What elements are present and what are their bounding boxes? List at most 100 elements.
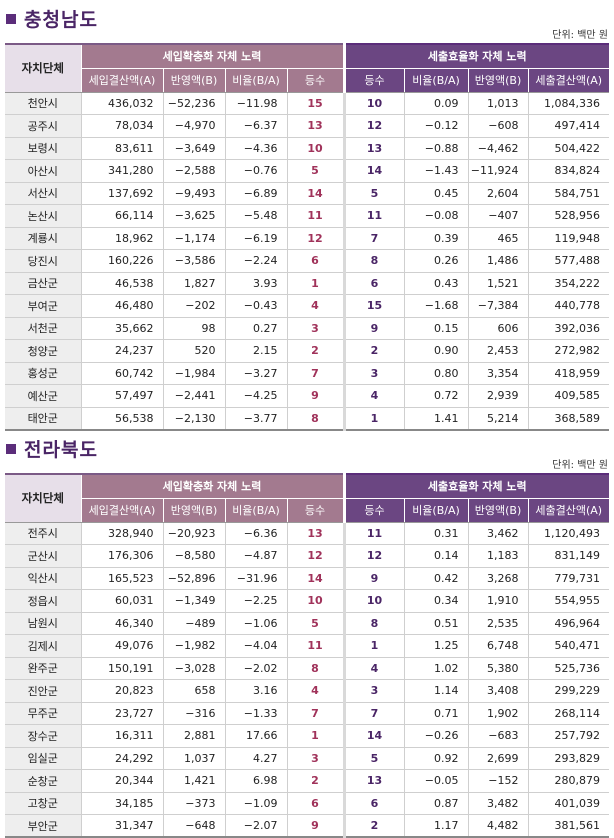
square-bullet-icon (6, 14, 16, 24)
table-row: 예산군 57,497 −2,441 −4.25 9 4 0.72 2,939 409,585 (5, 384, 609, 408)
expense-rank: 2 (342, 814, 404, 838)
section-title: 전라북도 (6, 436, 98, 461)
revenue-ratio: −1.33 (224, 702, 287, 725)
expense-ratio: 0.26 (403, 249, 468, 273)
revenue-reflected: −3,586 (162, 249, 225, 273)
col-header: 반영액(B) (467, 67, 528, 93)
revenue-reflected: −3,028 (162, 657, 225, 680)
revenue-reflected: −52,236 (162, 92, 225, 115)
table-row: 군산시 176,306 −8,580 −4.87 12 12 0.14 1,183 831,14… (5, 544, 609, 568)
revenue-settlement: 150,191 (80, 657, 163, 680)
table-row: 아산시 341,280 −2,588 −0.76 5 14 −1.43 −11,924 834,… (5, 159, 609, 183)
revenue-settlement: 57,497 (80, 384, 163, 408)
expense-rank: 1 (342, 634, 404, 658)
col-header: 비율(B/A) (224, 497, 287, 523)
expense-rank: 5 (342, 182, 404, 205)
revenue-ratio: −2.07 (224, 814, 287, 838)
revenue-ratio: 0.27 (224, 317, 287, 340)
expense-reflected: 2,939 (467, 384, 528, 408)
expense-settlement: 293,829 (527, 747, 609, 770)
region-name: 임실군 (5, 747, 81, 770)
expense-settlement: 392,036 (527, 317, 609, 340)
table-row: 남원시 46,340 −489 −1.06 5 8 0.51 2,535 496,964 (5, 612, 609, 635)
expense-settlement: 418,959 (527, 362, 609, 385)
expense-rank: 12 (342, 114, 404, 138)
revenue-reflected: 2,881 (162, 724, 225, 748)
expense-rank: 7 (342, 702, 404, 725)
expense-reflected: 1,902 (467, 702, 528, 725)
region-header: 자치단체 (5, 473, 81, 523)
expense-reflected: 2,604 (467, 182, 528, 205)
table-row: 김제시 49,076 −1,982 −4.04 11 1 1.25 6,748 540,471 (5, 634, 609, 658)
region-name: 보령시 (5, 137, 81, 160)
expense-rank: 3 (342, 362, 404, 385)
expense-settlement: 496,964 (527, 612, 609, 635)
revenue-settlement: 24,237 (80, 339, 163, 363)
revenue-ratio: −6.19 (224, 227, 287, 250)
region-name: 순창군 (5, 769, 81, 793)
table-row: 장수군 16,311 2,881 17.66 1 14 −0.26 −683 257,792 (5, 724, 609, 748)
table-row: 공주시 78,034 −4,970 −6.37 13 12 −0.12 −608 497,414 (5, 114, 609, 138)
table-row: 임실군 24,292 1,037 4.27 3 5 0.92 2,699 293,829 (5, 747, 609, 770)
table-row: 전주시 328,940 −20,923 −6.36 13 11 0.31 3,462 1,120… (5, 522, 609, 545)
revenue-reflected: −1,984 (162, 362, 225, 385)
revenue-ratio: −3.77 (224, 407, 287, 431)
revenue-ratio: −6.36 (224, 522, 287, 545)
revenue-ratio: 17.66 (224, 724, 287, 748)
revenue-ratio: −4.25 (224, 384, 287, 408)
revenue-settlement: 49,076 (80, 634, 163, 658)
revenue-settlement: 60,031 (80, 589, 163, 613)
revenue-rank: 8 (286, 657, 344, 680)
expense-ratio: −1.43 (403, 159, 468, 183)
region-name: 논산시 (5, 204, 81, 228)
revenue-rank: 14 (286, 182, 344, 205)
expense-settlement: 354,222 (527, 272, 609, 295)
expense-settlement: 831,149 (527, 544, 609, 568)
expense-rank: 1 (342, 407, 404, 431)
expense-settlement: 779,731 (527, 567, 609, 590)
expense-reflected: 1,521 (467, 272, 528, 295)
expense-rank: 15 (342, 294, 404, 318)
expense-reflected: 3,354 (467, 362, 528, 385)
revenue-ratio: −0.43 (224, 294, 287, 318)
expense-group-header: 세출효율화 자체 노력 (342, 43, 609, 68)
expense-reflected: 4,482 (467, 814, 528, 838)
expense-rank: 13 (342, 137, 404, 160)
expense-settlement: 119,948 (527, 227, 609, 250)
revenue-reflected: −8,580 (162, 544, 225, 568)
col-header: 세출결산액(A) (527, 497, 609, 523)
revenue-rank: 13 (286, 522, 344, 545)
region-name: 남원시 (5, 612, 81, 635)
revenue-settlement: 160,226 (80, 249, 163, 273)
region-name: 익산시 (5, 567, 81, 590)
revenue-reflected: −4,970 (162, 114, 225, 138)
expense-reflected: 1,183 (467, 544, 528, 568)
revenue-rank: 4 (286, 679, 344, 703)
revenue-rank: 14 (286, 567, 344, 590)
revenue-reflected: −489 (162, 612, 225, 635)
expense-rank: 9 (342, 317, 404, 340)
expense-settlement: 381,561 (527, 814, 609, 838)
revenue-settlement: 66,114 (80, 204, 163, 228)
expense-rank: 12 (342, 544, 404, 568)
expense-reflected: 2,535 (467, 612, 528, 635)
revenue-settlement: 31,347 (80, 814, 163, 838)
expense-ratio: −0.12 (403, 114, 468, 138)
revenue-reflected: 1,037 (162, 747, 225, 770)
expense-ratio: 0.39 (403, 227, 468, 250)
revenue-ratio: −2.02 (224, 657, 287, 680)
table-row: 무주군 23,727 −316 −1.33 7 7 0.71 1,902 268,114 (5, 702, 609, 725)
revenue-rank: 5 (286, 612, 344, 635)
revenue-ratio: −11.98 (224, 92, 287, 115)
revenue-settlement: 46,480 (80, 294, 163, 318)
col-header: 등수 (342, 497, 404, 523)
expense-settlement: 299,229 (527, 679, 609, 703)
region-name: 진안군 (5, 679, 81, 703)
expense-settlement: 525,736 (527, 657, 609, 680)
revenue-group-header: 세입확충화 자체 노력 (80, 43, 344, 68)
revenue-rank: 15 (286, 92, 344, 115)
col-header: 등수 (342, 67, 404, 93)
unit-label: 단위: 백만 원 (552, 30, 608, 41)
revenue-settlement: 20,344 (80, 769, 163, 793)
revenue-settlement: 328,940 (80, 522, 163, 545)
